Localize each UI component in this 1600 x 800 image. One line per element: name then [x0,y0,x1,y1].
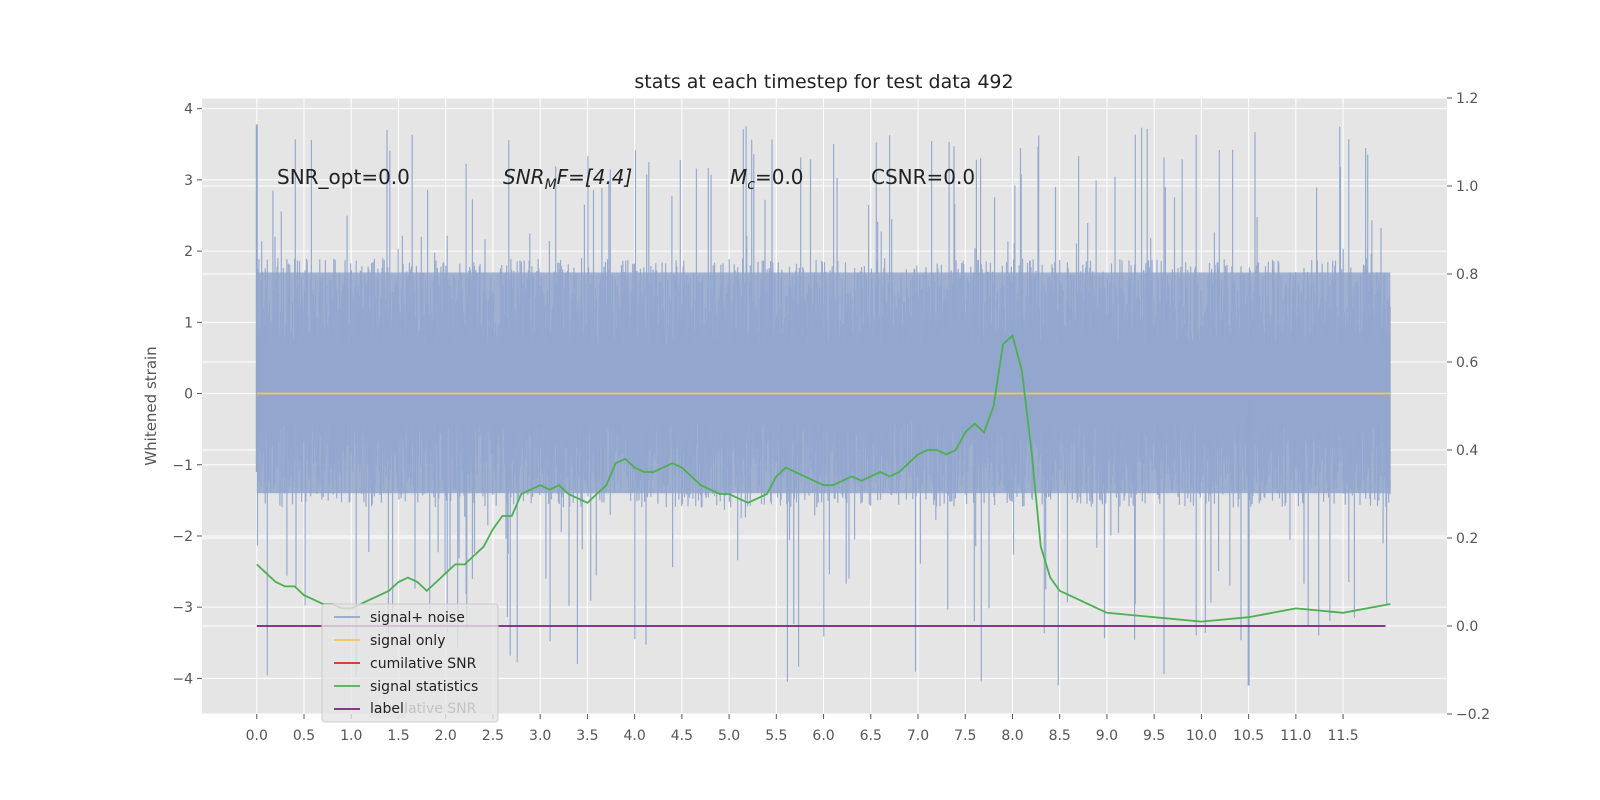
annotation-csnr: CSNR=0.0 [871,165,975,189]
legend-label-backdrop [369,698,405,718]
legend-label-cumulative-snr: cumilative SNR [370,656,477,672]
y2-tick-label: 1.0 [1456,179,1478,195]
y-tick-label: 2 [184,244,193,260]
y2-tick-label: 0.0 [1456,619,1478,635]
x-tick-label: 6.5 [860,728,882,744]
y-tick-label: −2 [172,529,193,545]
y2-tick-label: 0.6 [1456,355,1478,371]
x-tick-label: 7.0 [907,728,929,744]
y-tick-label: 1 [184,315,193,331]
y-tick-label: 0 [184,387,193,403]
y2-tick-label: 0.4 [1456,443,1478,459]
annotation-mc: Mc=0.0 [730,165,804,193]
x-tick-label: 4.5 [671,728,693,744]
x-tick-label: 0.0 [246,728,268,744]
x-tick-label: 9.5 [1143,728,1165,744]
x-tick-label: 9.0 [1096,728,1118,744]
y-tick-label: −3 [172,600,193,616]
chart-title: stats at each timestep for test data 492 [634,71,1013,93]
x-tick-label: 10.5 [1233,728,1264,744]
x-tick-label: 4.0 [623,728,645,744]
x-tick-label: 3.0 [529,728,551,744]
x-tick-label: 11.0 [1280,728,1311,744]
x-tick-label: 2.0 [435,728,457,744]
legend: cumilative SNR signal+ noise signal only… [321,603,499,723]
x-tick-label: 10.0 [1186,728,1217,744]
y-axis-left: 4 3 2 1 0 −1 −2 −3 −4 [172,102,202,687]
x-tick-label: 3.5 [576,728,598,744]
annotation-snr-opt: SNR_opt=0.0 [277,165,410,189]
x-tick-label: 8.5 [1049,728,1071,744]
y2-tick-label: −0.2 [1456,707,1490,723]
x-tick-label: 2.5 [482,728,504,744]
x-tick-label: 5.5 [765,728,787,744]
signal-noise-series [255,124,1391,686]
legend-label-signal-only: signal only [370,633,445,649]
x-tick-label: 0.5 [293,728,315,744]
y2-tick-label: 0.8 [1456,267,1478,283]
x-tick-label: 1.5 [387,728,409,744]
y2-tick-label: 0.2 [1456,531,1478,547]
signal-noise-core [256,272,1391,494]
x-tick-label: 6.0 [812,728,834,744]
y2-tick-label: 1.2 [1456,91,1478,107]
legend-label-signal-statistics: signal statistics [370,679,478,695]
x-axis: 0.0 0.5 1.0 1.5 2.0 2.5 3.0 3.5 4.0 4.5 5.0 5.5 6.0 6… [246,714,1359,744]
y-tick-label: −4 [172,671,193,687]
signal-statistics-line [256,333,1391,623]
y-tick-label: 3 [184,173,193,189]
y-tick-label: 4 [184,102,193,118]
x-tick-label: 1.0 [340,728,362,744]
annotation-snr-mf: SNRMF=[4.4] [503,165,632,193]
y-axis-label: Whitened strain [142,346,160,465]
legend-box [321,603,499,723]
x-tick-label: 5.0 [718,728,740,744]
legend-label-label: label [370,701,404,717]
legend-label-signal-noise: signal+ noise [370,610,465,626]
x-tick-label: 8.0 [1001,728,1023,744]
y-tick-label: −1 [172,458,193,474]
x-tick-label: 7.5 [954,728,976,744]
y-axis-right: 1.2 1.0 0.8 0.6 0.4 0.2 0.0 −0.2 [1447,91,1490,723]
x-tick-label: 11.5 [1328,728,1359,744]
